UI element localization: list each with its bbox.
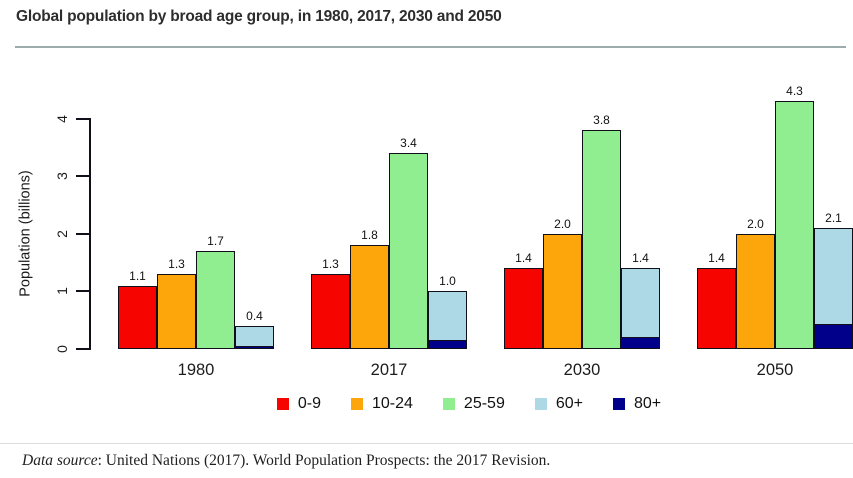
- legend-label: 10-24: [372, 395, 413, 412]
- y-tick-mark: [76, 175, 89, 177]
- bar-value-2050-60+: 2.1: [825, 211, 842, 225]
- bar-value-1980-0-9: 1.1: [129, 269, 146, 283]
- y-tick-mark: [76, 118, 89, 120]
- bar-value-2017-25-59: 3.4: [400, 136, 417, 150]
- y-axis-line: [89, 118, 91, 350]
- legend-swatch-icon: [442, 398, 455, 410]
- bar-2017-10-24: [350, 245, 389, 349]
- bar-1980-10-24: [157, 274, 196, 349]
- legend-label: 80+: [633, 395, 662, 412]
- y-tick-label: 0: [54, 345, 70, 353]
- y-tick-label: 1: [54, 287, 70, 295]
- bar-2030-10-24: [543, 234, 582, 349]
- bar-value-2017-0-9: 1.3: [322, 257, 339, 271]
- legend-item-0-9: 0-9: [276, 395, 321, 412]
- bar-value-1980-10-24: 1.3: [168, 257, 185, 271]
- bar-value-2050-10-24: 2.0: [747, 217, 764, 231]
- bar-1980-0-9: [118, 286, 157, 349]
- bar-2030-80+: [621, 337, 660, 349]
- legend-swatch-icon: [534, 398, 547, 410]
- title-divider: [15, 46, 846, 48]
- chart-legend: 0-9 10-24 25-59 60+ 80+: [91, 394, 847, 414]
- y-axis-title: Population (billions): [17, 170, 34, 297]
- legend-swatch-icon: [276, 398, 289, 410]
- bar-value-2017-60+: 1.0: [439, 274, 456, 288]
- bar-value-2030-25-59: 3.8: [593, 113, 610, 127]
- legend-swatch-icon: [612, 398, 625, 410]
- legend-swatch-icon: [351, 398, 363, 410]
- bar-2050-10-24: [736, 234, 775, 349]
- y-tick-label: 2: [54, 230, 70, 238]
- bar-2050-25-59: [775, 101, 814, 349]
- bar-2017-0-9: [311, 274, 350, 349]
- legend-item-25-59: 25-59: [442, 395, 505, 412]
- bar-value-2050-25-59: 4.3: [786, 84, 803, 98]
- bar-value-2017-10-24: 1.8: [361, 228, 378, 242]
- x-axis-label-1980: 1980: [177, 361, 215, 379]
- bar-value-1980-60+: 0.4: [246, 309, 263, 323]
- y-tick-label: 4: [54, 115, 70, 123]
- footer-divider: [0, 443, 853, 444]
- y-tick-label: 3: [54, 172, 70, 180]
- bar-2050-80+: [814, 324, 853, 349]
- bar-value-2030-0-9: 1.4: [515, 251, 532, 265]
- data-source-note: Data source: United Nations (2017). Worl…: [22, 452, 550, 470]
- legend-label: 0-9: [297, 395, 321, 412]
- bar-2030-0-9: [504, 268, 543, 349]
- bar-2017-80+: [428, 340, 467, 349]
- bar-1980-25-59: [196, 251, 235, 349]
- x-axis-label-2017: 2017: [370, 361, 408, 379]
- data-source-label: Data source: [22, 452, 98, 469]
- x-axis-label-2050: 2050: [756, 361, 794, 379]
- legend-label: 25-59: [463, 395, 505, 412]
- bar-2050-0-9: [697, 268, 736, 349]
- bar-2030-25-59: [582, 130, 621, 349]
- bar-1980-80+: [235, 346, 274, 349]
- y-tick-mark: [76, 290, 89, 292]
- legend-item-10-24: 10-24: [351, 396, 413, 412]
- legend-label: 60+: [555, 395, 583, 412]
- legend-item-60+: 60+: [534, 395, 583, 412]
- y-tick-mark: [76, 233, 89, 235]
- bar-value-2050-0-9: 1.4: [708, 251, 725, 265]
- y-tick-mark: [76, 348, 89, 350]
- legend-item-80+: 80+: [612, 395, 662, 412]
- x-axis-label-2030: 2030: [563, 361, 601, 379]
- bar-value-2030-60+: 1.4: [632, 251, 649, 265]
- bar-value-2030-10-24: 2.0: [554, 217, 571, 231]
- chart-title: Global population by broad age group, in…: [16, 8, 502, 25]
- bar-2017-25-59: [389, 153, 428, 349]
- bar-2017-60+: [428, 291, 467, 349]
- data-source-text: : United Nations (2017). World Populatio…: [97, 452, 551, 469]
- bar-value-1980-25-59: 1.7: [207, 234, 224, 248]
